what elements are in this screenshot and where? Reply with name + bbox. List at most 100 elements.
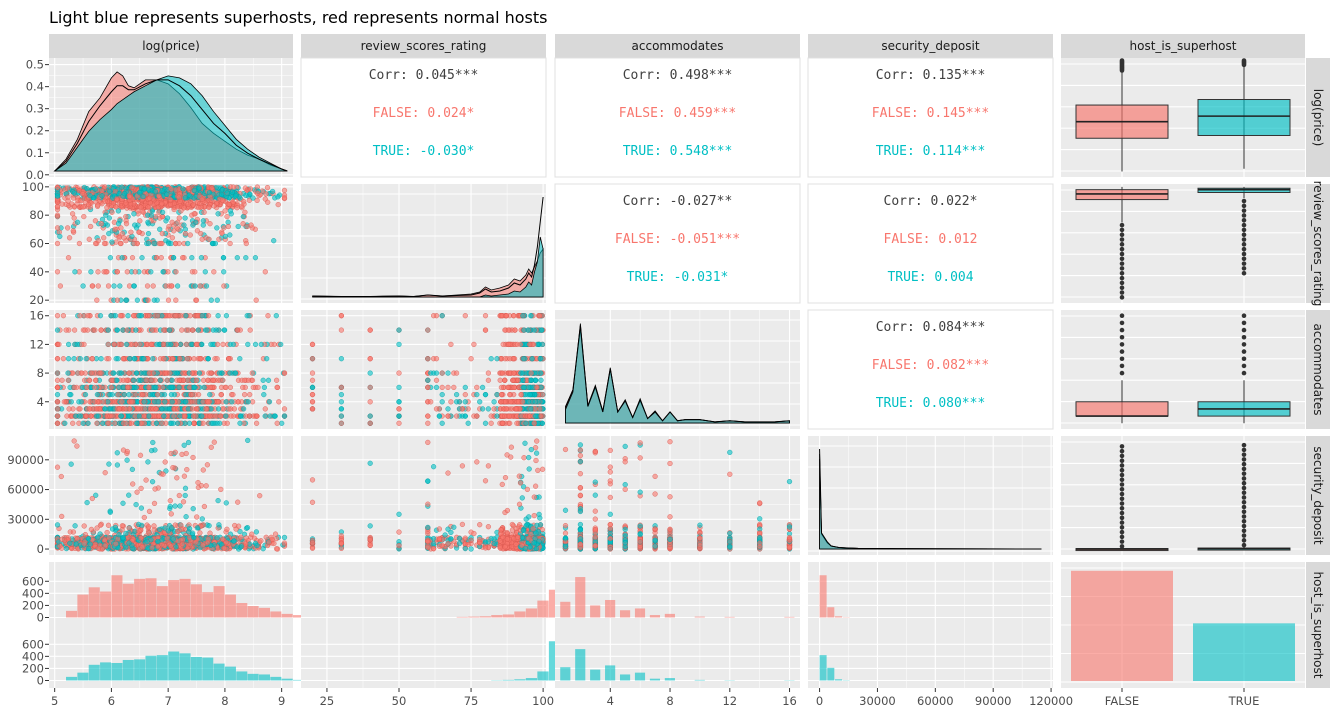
point-false [86, 406, 93, 412]
point-true [136, 413, 142, 419]
point-false [123, 221, 130, 227]
point-false [197, 283, 203, 289]
density-true [53, 75, 288, 172]
point-true [71, 190, 77, 196]
point-false [146, 530, 152, 536]
strip-label-right: accommodates [1311, 324, 1325, 416]
point-false [193, 539, 199, 545]
point-false [126, 370, 132, 376]
point-true [65, 341, 72, 348]
point-true [235, 223, 241, 230]
point-true [175, 420, 181, 426]
point-true [168, 240, 174, 247]
point-false [59, 377, 65, 383]
point-false [167, 197, 174, 203]
point-true [216, 522, 222, 528]
point-true [120, 535, 126, 541]
point-true [111, 283, 117, 289]
point-false [235, 499, 241, 505]
point-false [193, 297, 200, 303]
point-true [123, 530, 129, 537]
point-true [194, 525, 201, 531]
strip-top-3 [808, 34, 1053, 58]
point-true [169, 377, 175, 383]
point-false [249, 370, 255, 376]
point-true [227, 232, 233, 238]
point-false [137, 452, 144, 458]
point-false [281, 540, 288, 546]
point-false [223, 384, 229, 391]
point-true [212, 240, 219, 247]
point-true [275, 194, 281, 200]
point-true [117, 283, 123, 289]
point-true [141, 399, 147, 405]
point-false [61, 399, 67, 405]
point-true [210, 420, 216, 426]
point-false [226, 356, 232, 362]
point-false [83, 413, 89, 419]
point-true [200, 218, 207, 224]
point-false [148, 377, 155, 383]
point-false [89, 370, 95, 376]
point-false [180, 370, 186, 376]
point-false [95, 269, 101, 275]
point-true [205, 356, 211, 362]
point-true [107, 188, 113, 194]
point-true [208, 297, 214, 303]
point-false [226, 201, 232, 208]
point-true [240, 214, 246, 220]
point-false [121, 235, 127, 241]
point-false [81, 523, 87, 529]
corr-true: TRUE: -0.030* [373, 144, 475, 159]
point-true [127, 356, 133, 362]
point-false [184, 467, 190, 473]
point-false [254, 184, 261, 190]
point-false [131, 313, 137, 319]
point-false [143, 377, 150, 383]
point-true [220, 255, 227, 261]
point-false [272, 531, 279, 537]
point-false [106, 356, 112, 362]
point-true [223, 313, 230, 319]
point-true [191, 187, 198, 194]
point-false [126, 193, 132, 200]
point-false [173, 269, 179, 275]
point-false [138, 535, 144, 541]
point-false [71, 327, 78, 333]
point-false [201, 209, 207, 215]
point-false [170, 465, 176, 471]
point-false [168, 543, 174, 549]
point-false [163, 283, 169, 289]
point-false [105, 522, 112, 528]
point-false [190, 202, 197, 208]
point-false [169, 219, 175, 225]
point-true [221, 269, 227, 275]
point-false [194, 377, 200, 383]
point-false [76, 420, 82, 426]
point-true [95, 534, 101, 540]
point-true [144, 538, 150, 545]
point-false [242, 392, 248, 398]
point-true [181, 442, 187, 448]
point-true [123, 544, 129, 550]
point-true [186, 420, 193, 426]
point-true [191, 384, 197, 391]
point-false [177, 356, 183, 362]
point-true [120, 500, 126, 506]
strip-label-right: log(price) [1311, 89, 1325, 147]
point-false [98, 370, 104, 376]
point-false [242, 185, 249, 191]
panel-0-0 [49, 58, 293, 177]
point-true [140, 194, 146, 200]
strip-top-0 [49, 34, 293, 58]
point-false [207, 413, 213, 419]
point-false [156, 413, 162, 419]
point-true [237, 356, 243, 362]
point-false [195, 313, 201, 319]
point-false [274, 546, 280, 552]
point-false [119, 527, 125, 533]
point-true [105, 399, 111, 405]
point-true [172, 503, 178, 509]
point-true [244, 524, 251, 531]
point-true [125, 413, 131, 419]
